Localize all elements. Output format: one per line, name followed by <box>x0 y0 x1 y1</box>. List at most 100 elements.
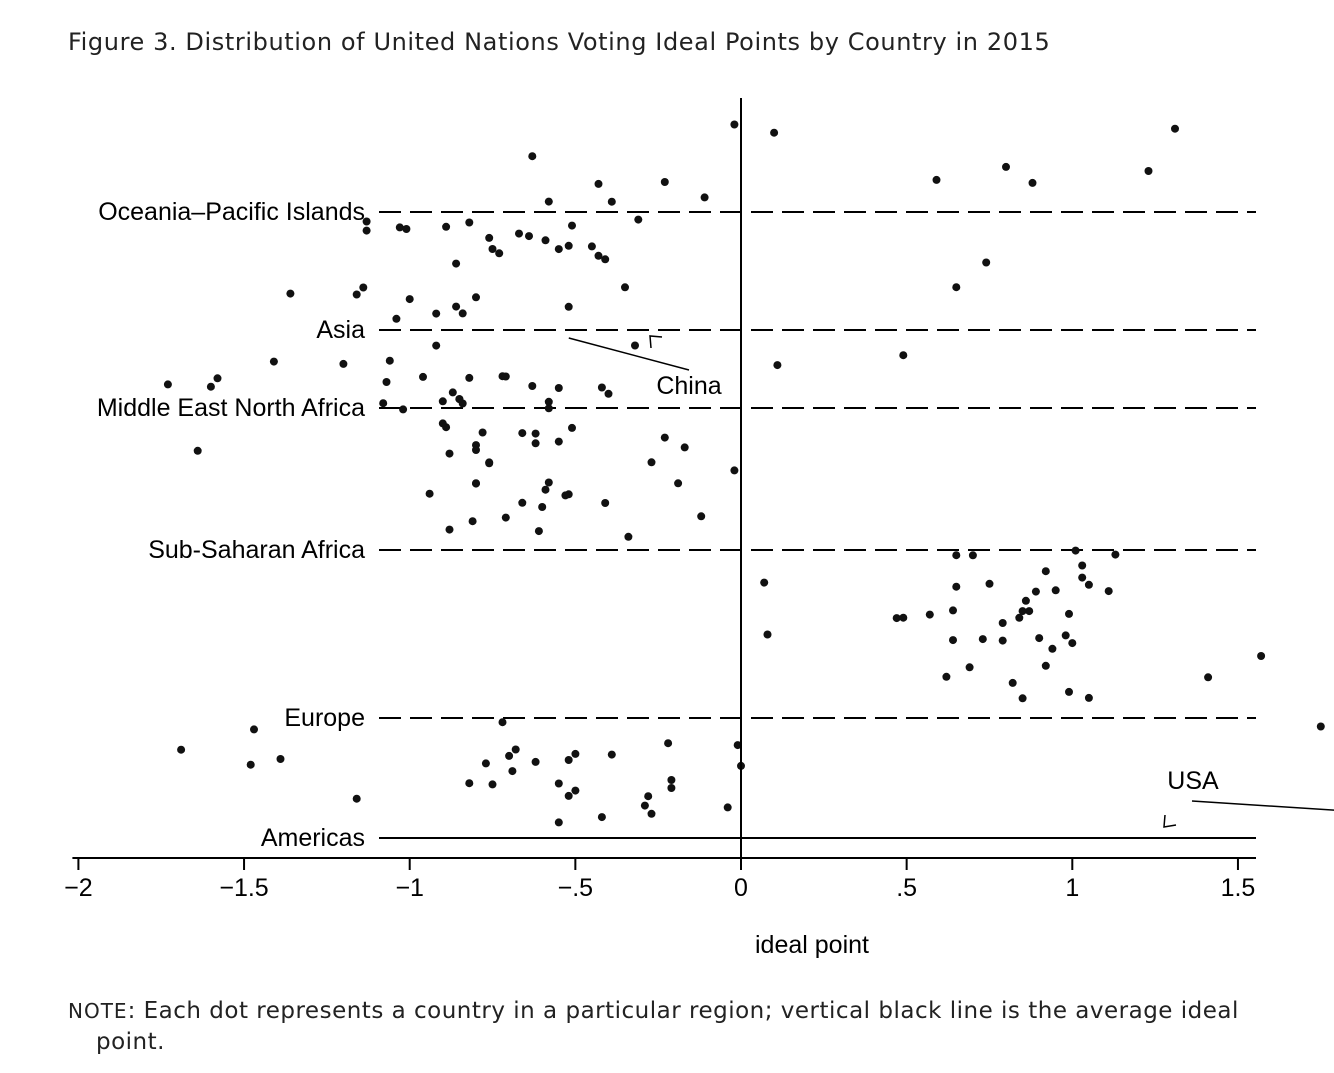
data-point-asia-12 <box>515 229 523 238</box>
data-point-americas-28 <box>177 745 186 754</box>
data-point-europe-17 <box>985 579 994 588</box>
data-point-sub-saharan-africa-4 <box>518 498 527 507</box>
data-point-oceania-pacific-islands-10 <box>700 193 709 202</box>
data-point-asia-21 <box>541 236 550 245</box>
data-point-europe-10 <box>760 578 769 587</box>
data-point-europe-14 <box>978 635 987 644</box>
data-point-americas-20 <box>481 759 490 768</box>
data-point-middle-east-north-africa-0 <box>382 378 391 386</box>
data-point-middle-east-north-africa-9 <box>206 382 215 391</box>
data-point-sub-saharan-africa-40 <box>518 429 527 438</box>
data-point-sub-saharan-africa-22 <box>379 399 388 408</box>
data-point-oceania-pacific-islands-8 <box>528 152 537 161</box>
data-point-sub-saharan-africa-37 <box>485 459 494 468</box>
data-point-asia-4 <box>525 232 533 241</box>
data-point-oceania-pacific-islands-2 <box>1171 124 1179 133</box>
data-point-asia-27 <box>495 249 504 258</box>
data-point-asia-17 <box>634 215 643 224</box>
data-point-asia-5 <box>458 309 467 318</box>
data-point-asia-3 <box>395 223 404 232</box>
data-point-europe-25 <box>1031 587 1040 596</box>
data-point-americas-21 <box>508 767 517 776</box>
region-label-americas: Americas <box>261 824 365 852</box>
data-point-europe-16 <box>899 613 908 622</box>
data-point-sub-saharan-africa-12 <box>478 428 487 437</box>
region-label-oceania-pacific-islands: Oceania–Pacific Islands <box>98 198 365 226</box>
data-point-americas-2 <box>664 739 673 748</box>
data-point-americas-3 <box>246 760 255 769</box>
data-point-asia-14 <box>405 295 414 304</box>
data-point-europe-34 <box>968 551 977 560</box>
data-point-europe-26 <box>1084 693 1093 702</box>
data-point-sub-saharan-africa-28 <box>730 466 739 475</box>
data-point-sub-saharan-africa-44 <box>647 458 656 467</box>
data-point-sub-saharan-africa-16 <box>601 499 610 507</box>
note-text: : Each dot represents a country in a par… <box>96 998 1239 1055</box>
data-point-asia-2 <box>554 245 563 254</box>
data-point-americas-18 <box>554 779 563 788</box>
data-point-middle-east-north-africa-10 <box>213 374 222 383</box>
data-point-americas-19 <box>644 792 653 801</box>
x-tick-label: .5 <box>896 874 917 902</box>
data-point-europe-8 <box>1084 580 1093 589</box>
data-point-europe-24 <box>1111 550 1120 559</box>
x-tick-label: 1 <box>1065 874 1079 902</box>
data-point-oceania-pacific-islands-13 <box>1144 167 1153 175</box>
data-point-europe-4 <box>1018 694 1027 703</box>
region-label-asia: Asia <box>316 316 365 344</box>
data-point-asia-9 <box>485 233 494 242</box>
data-point-europe-7 <box>1078 561 1087 570</box>
data-point-sub-saharan-africa-38 <box>544 478 553 487</box>
data-point-oceania-pacific-islands-4 <box>1028 178 1037 187</box>
data-point-europe-3 <box>1021 596 1030 605</box>
data-point-europe-13 <box>998 636 1007 645</box>
data-point-americas-14 <box>276 755 285 763</box>
data-point-middle-east-north-africa-5 <box>269 357 278 366</box>
data-point-sub-saharan-africa-42 <box>561 491 570 500</box>
data-point-middle-east-north-africa-15 <box>528 382 537 390</box>
x-tick-label: −2 <box>64 874 93 902</box>
data-point-americas-6 <box>667 776 676 784</box>
data-point-oceania-pacific-islands-9 <box>607 197 616 206</box>
data-point-sub-saharan-africa-17 <box>438 397 447 406</box>
data-point-europe-27 <box>949 606 957 615</box>
data-point-sub-saharan-africa-10 <box>425 489 434 498</box>
data-point-oceania-pacific-islands-5 <box>770 128 779 137</box>
data-point-middle-east-north-africa-4 <box>163 380 172 389</box>
annotation-china-arrowhead <box>649 335 663 349</box>
data-point-sub-saharan-africa-21 <box>538 503 547 511</box>
data-point-sub-saharan-africa-26 <box>660 433 669 442</box>
region-label-europe: Europe <box>284 704 365 732</box>
data-point-asia-11 <box>402 225 411 233</box>
data-point-oceania-pacific-islands-1 <box>1002 162 1010 171</box>
data-point-oceania-pacific-islands-0 <box>730 120 739 129</box>
data-point-europe-12 <box>925 610 934 619</box>
data-point-americas-11 <box>564 791 573 800</box>
x-tick-label: −.5 <box>558 874 593 902</box>
data-point-asia-26 <box>465 218 474 227</box>
data-point-sub-saharan-africa-19 <box>445 525 454 534</box>
data-point-oceania-pacific-islands-7 <box>594 179 603 188</box>
data-point-sub-saharan-africa-2 <box>193 446 202 455</box>
data-point-middle-east-north-africa-16 <box>554 384 563 392</box>
data-point-sub-saharan-africa-3 <box>399 405 408 414</box>
data-point-europe-15 <box>1035 634 1044 643</box>
data-point-middle-east-north-africa-6 <box>419 372 427 381</box>
data-point-europe-22 <box>942 672 951 681</box>
x-axis-label: ideal point <box>755 931 869 959</box>
annotation-usa-arrowhead <box>1163 814 1177 828</box>
data-point-sub-saharan-africa-20 <box>541 485 550 494</box>
data-point-americas-17 <box>733 741 742 750</box>
data-point-asia-18 <box>952 283 961 292</box>
data-point-sub-saharan-africa-14 <box>531 439 540 448</box>
data-point-americas-27 <box>597 813 606 822</box>
data-point-asia-29 <box>452 302 461 311</box>
data-point-asia-16 <box>564 302 573 311</box>
data-point-americas-16 <box>723 803 732 812</box>
data-point-asia-20 <box>472 293 480 302</box>
data-point-europe-0 <box>1008 678 1017 687</box>
data-point-middle-east-north-africa-13 <box>465 373 474 382</box>
data-point-americas-15 <box>647 809 656 818</box>
annotation-usa-arrow <box>1191 800 1334 811</box>
